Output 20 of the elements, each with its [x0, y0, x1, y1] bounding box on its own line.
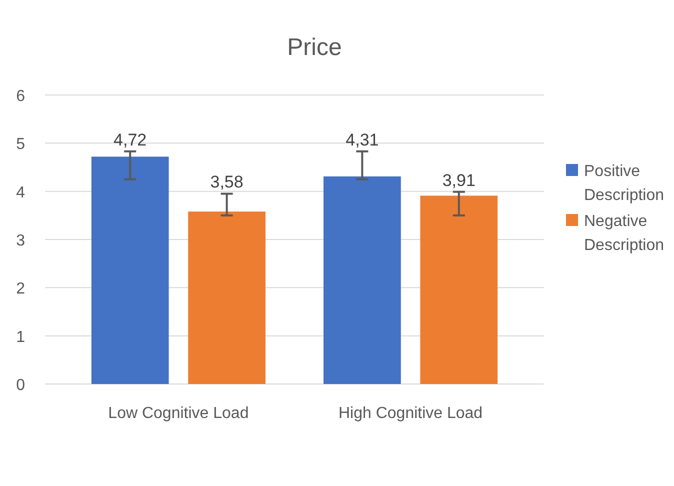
legend-label: Positive Description — [584, 163, 664, 204]
data-label: 3,91 — [442, 170, 476, 190]
data-label: 3,58 — [210, 172, 244, 192]
y-tick-label: 0 — [16, 377, 26, 394]
chart-title: Price — [287, 34, 342, 61]
bar — [91, 156, 169, 384]
data-label: 4,72 — [114, 130, 147, 150]
bar — [324, 176, 401, 384]
data-label: 4,31 — [346, 130, 379, 150]
legend-label: Negative Description — [584, 213, 664, 254]
x-tick-label: Low Cognitive Load — [108, 405, 249, 422]
y-tick-label: 5 — [16, 136, 26, 154]
x-tick-label: High Cognitive Load — [338, 405, 483, 422]
y-tick-label: 4 — [16, 184, 26, 202]
y-tick-label: 2 — [16, 280, 26, 298]
y-tick-label: 3 — [16, 232, 26, 250]
bar — [420, 196, 498, 384]
bar — [188, 212, 266, 384]
y-tick-label: 6 — [16, 88, 26, 105]
y-tick-label: 1 — [16, 328, 26, 346]
